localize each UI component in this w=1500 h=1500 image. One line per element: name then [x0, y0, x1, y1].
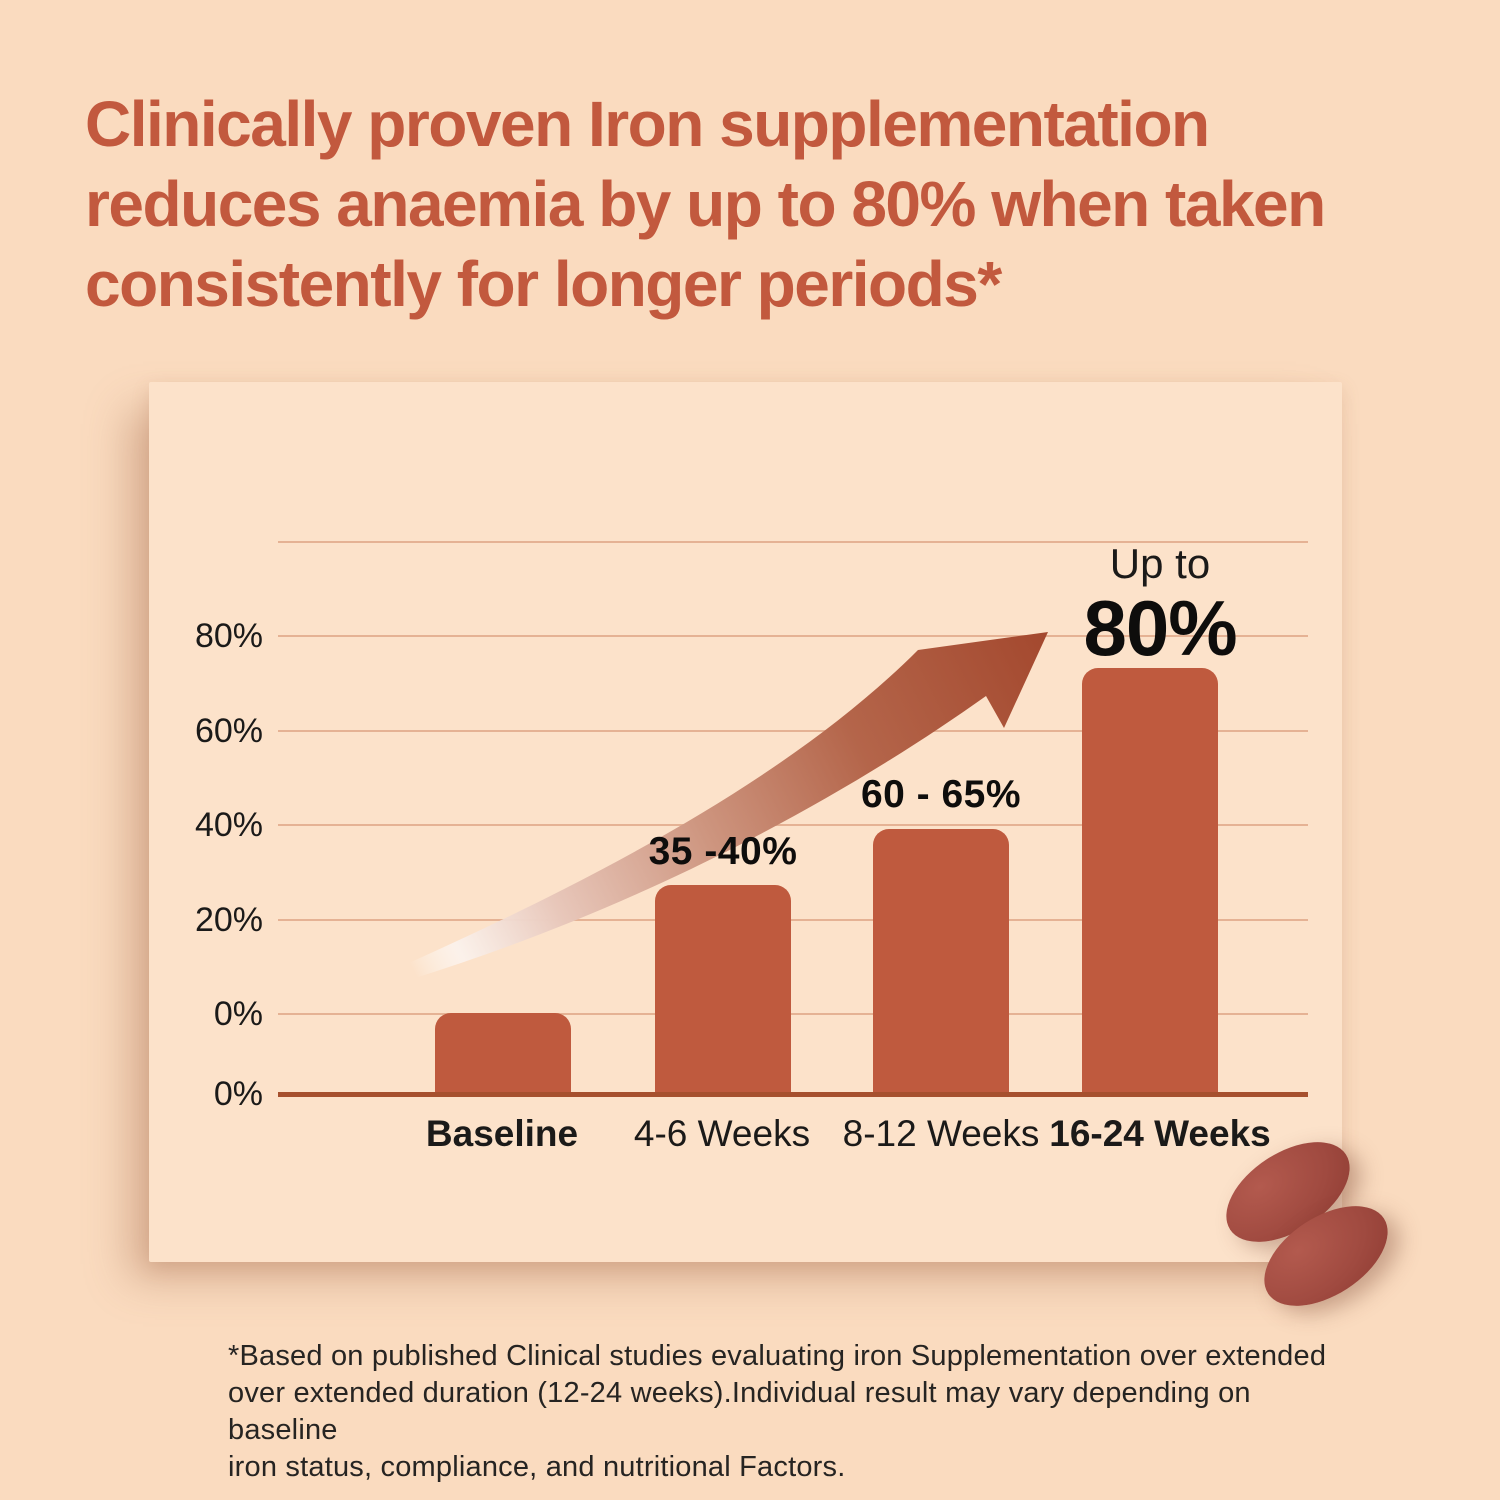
y-tick-label-20: 20%: [194, 901, 263, 939]
x-tick-8-12-weeks: 8-12 Weeks: [842, 1113, 1040, 1154]
bar-value-4-6-weeks: 35 -40%: [648, 830, 798, 873]
page-title: Clinically proven Iron supplementation r…: [85, 84, 1445, 324]
page-title-line-1: Clinically proven Iron supplementation: [85, 88, 1210, 160]
bar-baseline: [435, 1013, 571, 1096]
footnote-line-1: *Based on published Clinical studies eva…: [228, 1340, 1327, 1372]
bar-8-12-weeks: [873, 829, 1009, 1096]
footnote: *Based on published Clinical studies eva…: [228, 1338, 1328, 1486]
gridline-0: [278, 1013, 1308, 1015]
x-tick-4-6-weeks: 4-6 Weeks: [633, 1113, 811, 1154]
x-tick-baseline: Baseline: [425, 1113, 579, 1154]
y-tick-label-40: 40%: [194, 806, 263, 844]
footnote-line-3: iron status, compliance, and nutritional…: [228, 1451, 846, 1483]
page-title-line-3: consistently for longer periods*: [85, 248, 1002, 320]
bar-value-8-12-weeks: 60 - 65%: [860, 773, 1022, 816]
y-tick-label-100: [108, 520, 263, 564]
x-axis-zero-label: 0%: [213, 1075, 263, 1113]
bar-16-24-weeks: [1082, 668, 1218, 1096]
x-tick-16-24-weeks: 16-24 Weeks: [1049, 1113, 1271, 1154]
page-title-line-2: reduces anaemia by up to 80% when taken: [85, 168, 1326, 240]
y-tick-label-0: 0%: [213, 995, 263, 1033]
bar-4-6-weeks: [655, 885, 791, 1096]
peak-annotation: Up to 80%: [1010, 540, 1310, 668]
gridline-100: [278, 541, 1308, 543]
y-tick-label-60: 60%: [194, 712, 263, 750]
peak-annotation-prefix: Up to: [1109, 540, 1211, 587]
y-tick-label-80: 80%: [194, 617, 263, 655]
x-axis-line: [278, 1092, 1308, 1097]
peak-annotation-value: 80%: [1083, 584, 1237, 672]
footnote-line-2: over extended duration (12-24 weeks).Ind…: [228, 1377, 1251, 1446]
